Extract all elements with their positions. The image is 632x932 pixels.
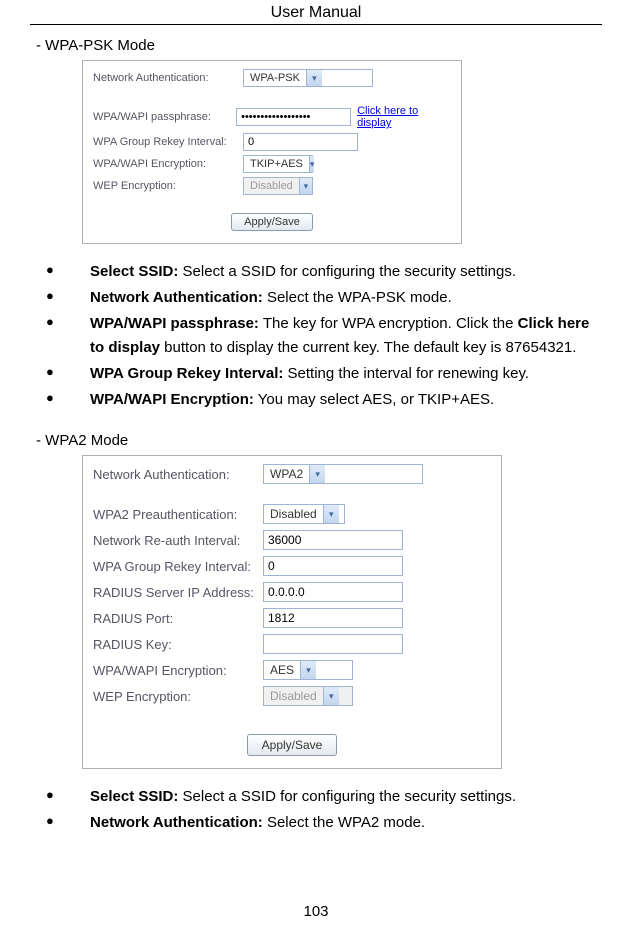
radius-ip-input[interactable] — [263, 582, 403, 602]
preauth-select[interactable]: Disabled ▾ — [263, 504, 345, 524]
rekey-label: WPA Group Rekey Interval: — [93, 559, 263, 574]
bullet-desc: Setting the interval for renewing key. — [283, 365, 529, 382]
header-divider — [30, 24, 602, 25]
preauth-label: WPA2 Preauthentication: — [93, 507, 263, 522]
section1-bullets: Select SSID: Select a SSID for configuri… — [46, 260, 602, 412]
encryption-value: AES — [264, 663, 300, 677]
radius-key-label: RADIUS Key: — [93, 637, 263, 652]
bullet-term: Network Authentication: — [90, 289, 263, 306]
radius-key-input[interactable] — [263, 634, 403, 654]
apply-save-button[interactable]: Apply/Save — [231, 213, 313, 231]
wep-label: WEP Encryption: — [93, 689, 263, 704]
wpa2-screenshot: Network Authentication: WPA2 ▾ WPA2 Prea… — [82, 455, 502, 769]
wep-label: WEP Encryption: — [93, 180, 243, 192]
bullet-desc: Select a SSID for configuring the securi… — [178, 788, 516, 805]
bullet-item: Network Authentication: Select the WPA2 … — [46, 811, 602, 835]
page-content: WPA-PSK Mode Network Authentication: WPA… — [0, 27, 632, 835]
bullet-term: Select SSID: — [90, 263, 178, 280]
display-passphrase-link[interactable]: Click here to display — [357, 105, 451, 129]
bullet-desc: Select a SSID for configuring the securi… — [178, 263, 516, 280]
encryption-label: WPA/WAPI Encryption: — [93, 158, 243, 170]
bullet-item: WPA/WAPI Encryption: You may select AES,… — [46, 388, 602, 412]
reauth-input[interactable] — [263, 530, 403, 550]
encryption-select[interactable]: AES ▾ — [263, 660, 353, 680]
chevron-down-icon: ▾ — [300, 661, 316, 679]
wep-select: Disabled ▾ — [263, 686, 353, 706]
bullet-desc: You may select AES, or TKIP+AES. — [254, 391, 494, 408]
net-auth-value: WPA-PSK — [244, 72, 306, 84]
rekey-input[interactable] — [263, 556, 403, 576]
section2-heading: WPA2 Mode — [36, 432, 602, 449]
rekey-input[interactable] — [243, 133, 358, 151]
bullet-term: WPA Group Rekey Interval: — [90, 365, 283, 382]
net-auth-select[interactable]: WPA-PSK ▾ — [243, 69, 373, 87]
encryption-label: WPA/WAPI Encryption: — [93, 663, 263, 678]
chevron-down-icon: ▾ — [323, 687, 339, 705]
bullet-item: Select SSID: Select a SSID for configuri… — [46, 785, 602, 809]
bullet-term: WPA/WAPI Encryption: — [90, 391, 254, 408]
wpa-psk-screenshot: Network Authentication: WPA-PSK ▾ WPA/WA… — [82, 60, 462, 244]
net-auth-select[interactable]: WPA2 ▾ — [263, 464, 423, 484]
section1-heading: WPA-PSK Mode — [36, 37, 602, 54]
chevron-down-icon: ▾ — [299, 178, 312, 194]
wep-value: Disabled — [244, 180, 299, 192]
chevron-down-icon: ▾ — [309, 465, 325, 483]
bullet-item: Select SSID: Select a SSID for configuri… — [46, 260, 602, 284]
apply-save-button[interactable]: Apply/Save — [247, 734, 338, 756]
chevron-down-icon: ▾ — [309, 156, 315, 172]
wep-select: Disabled ▾ — [243, 177, 313, 195]
reauth-label: Network Re-auth Interval: — [93, 533, 263, 548]
chevron-down-icon: ▾ — [323, 505, 339, 523]
bullet-item: WPA Group Rekey Interval: Setting the in… — [46, 362, 602, 386]
passphrase-label: WPA/WAPI passphrase: — [93, 111, 236, 123]
encryption-value: TKIP+AES — [244, 158, 309, 170]
bullet-desc: Select the WPA-PSK mode. — [263, 289, 452, 306]
section2-bullets: Select SSID: Select a SSID for configuri… — [46, 785, 602, 835]
rekey-label: WPA Group Rekey Interval: — [93, 136, 243, 148]
bullet-item: WPA/WAPI passphrase: The key for WPA enc… — [46, 312, 602, 360]
net-auth-label: Network Authentication: — [93, 467, 263, 482]
page-number: 103 — [0, 903, 632, 920]
bullet-term: Network Authentication: — [90, 814, 263, 831]
bullet-desc-post: button to display the current key. The d… — [160, 339, 576, 356]
net-auth-label: Network Authentication: — [93, 72, 243, 84]
encryption-select[interactable]: TKIP+AES ▾ — [243, 155, 313, 173]
passphrase-input[interactable] — [236, 108, 351, 126]
bullet-term: WPA/WAPI passphrase: — [90, 315, 259, 332]
preauth-value: Disabled — [264, 507, 323, 521]
radius-port-input[interactable] — [263, 608, 403, 628]
bullet-term: Select SSID: — [90, 788, 178, 805]
net-auth-value: WPA2 — [264, 467, 309, 481]
wep-value: Disabled — [264, 689, 323, 703]
radius-port-label: RADIUS Port: — [93, 611, 263, 626]
header-title: User Manual — [271, 4, 362, 21]
bullet-desc: Select the WPA2 mode. — [263, 814, 425, 831]
page-header: User Manual — [0, 0, 632, 24]
chevron-down-icon: ▾ — [306, 70, 322, 86]
bullet-desc: The key for WPA encryption. Click the — [259, 315, 518, 332]
radius-ip-label: RADIUS Server IP Address: — [93, 585, 263, 600]
bullet-item: Network Authentication: Select the WPA-P… — [46, 286, 602, 310]
